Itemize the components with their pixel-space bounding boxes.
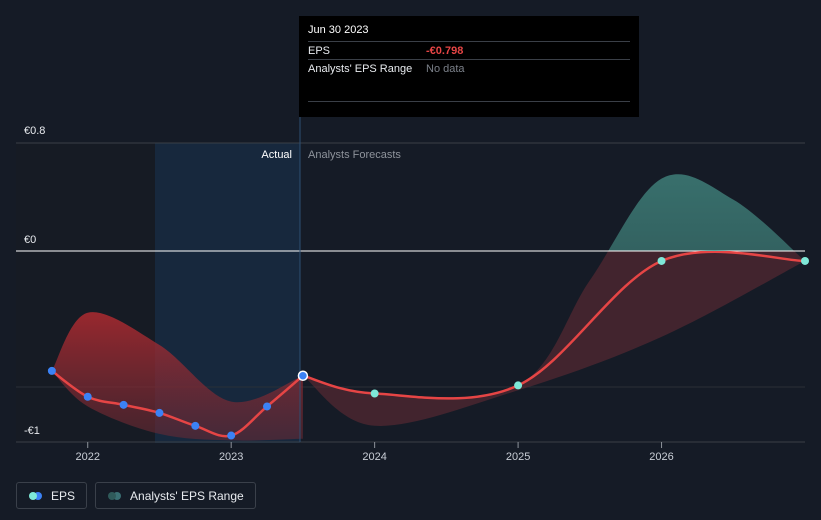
y-tick-label: €0.8 bbox=[24, 125, 45, 137]
eps-point-actual[interactable] bbox=[297, 370, 309, 381]
legend-item-eps[interactable]: EPS bbox=[16, 482, 88, 509]
eps-point-actual[interactable] bbox=[83, 392, 92, 401]
eps-point-actual[interactable] bbox=[47, 366, 56, 375]
eps-range-legend-icon bbox=[108, 491, 124, 500]
eps-legend-icon bbox=[29, 491, 45, 500]
legend-dot bbox=[29, 491, 37, 500]
x-tick-label: 2022 bbox=[75, 451, 99, 463]
eps-point-forecast[interactable] bbox=[514, 381, 523, 390]
eps-point-actual[interactable] bbox=[155, 408, 164, 417]
x-tick-label: 2025 bbox=[506, 451, 530, 463]
eps-range-band-forecast-negative bbox=[302, 251, 805, 426]
eps-range-band-forecast-positive bbox=[608, 174, 795, 251]
y-tick-label: €0 bbox=[24, 234, 36, 246]
legend-dot bbox=[113, 491, 122, 500]
legend: EPS Analysts' EPS Range bbox=[16, 482, 256, 509]
actual-label: Actual bbox=[261, 149, 292, 161]
tooltip-value: -€0.798 bbox=[426, 44, 464, 57]
tooltip-value: No data bbox=[426, 62, 465, 75]
legend-dot bbox=[34, 491, 42, 500]
eps-point-actual[interactable] bbox=[191, 421, 200, 430]
background-layer bbox=[16, 143, 300, 443]
section-labels: Actual Analysts Forecasts bbox=[261, 149, 401, 161]
eps-point-actual[interactable] bbox=[263, 402, 272, 411]
legend-label: Analysts' EPS Range bbox=[130, 488, 244, 503]
legend-dot bbox=[108, 491, 117, 500]
tooltip: Jun 30 2023 EPS -€0.798 Analysts' EPS Ra… bbox=[299, 16, 639, 117]
legend-item-eps-range[interactable]: Analysts' EPS Range bbox=[95, 482, 256, 509]
legend-label: EPS bbox=[51, 488, 76, 503]
x-tick-label: 2024 bbox=[362, 451, 386, 463]
range-bands bbox=[51, 174, 805, 441]
y-tick-label: -€1 bbox=[24, 425, 40, 437]
eps-point-forecast[interactable] bbox=[657, 256, 666, 265]
eps-point-forecast[interactable] bbox=[801, 256, 809, 265]
x-tick-label: 2026 bbox=[649, 451, 673, 463]
eps-point-forecast[interactable] bbox=[370, 389, 379, 398]
tooltip-key: EPS bbox=[308, 44, 331, 57]
x-axis: 2022 2023 2024 2025 2026 bbox=[75, 442, 674, 463]
tooltip-row-eps: EPS -€0.798 bbox=[308, 41, 630, 59]
tooltip-divider bbox=[308, 101, 630, 102]
eps-point-actual[interactable] bbox=[119, 400, 128, 409]
tooltip-row-range: Analysts' EPS Range No data bbox=[308, 59, 630, 77]
forecast-label: Analysts Forecasts bbox=[308, 149, 401, 161]
eps-markers bbox=[47, 256, 809, 440]
eps-point-actual[interactable] bbox=[227, 431, 236, 440]
x-tick-label: 2023 bbox=[219, 451, 243, 463]
tooltip-key: Analysts' EPS Range bbox=[308, 62, 413, 75]
y-axis: €0.8 €0 -€1 bbox=[24, 125, 45, 437]
eps-range-band-actual bbox=[51, 312, 303, 441]
tooltip-date: Jun 30 2023 bbox=[308, 24, 369, 36]
